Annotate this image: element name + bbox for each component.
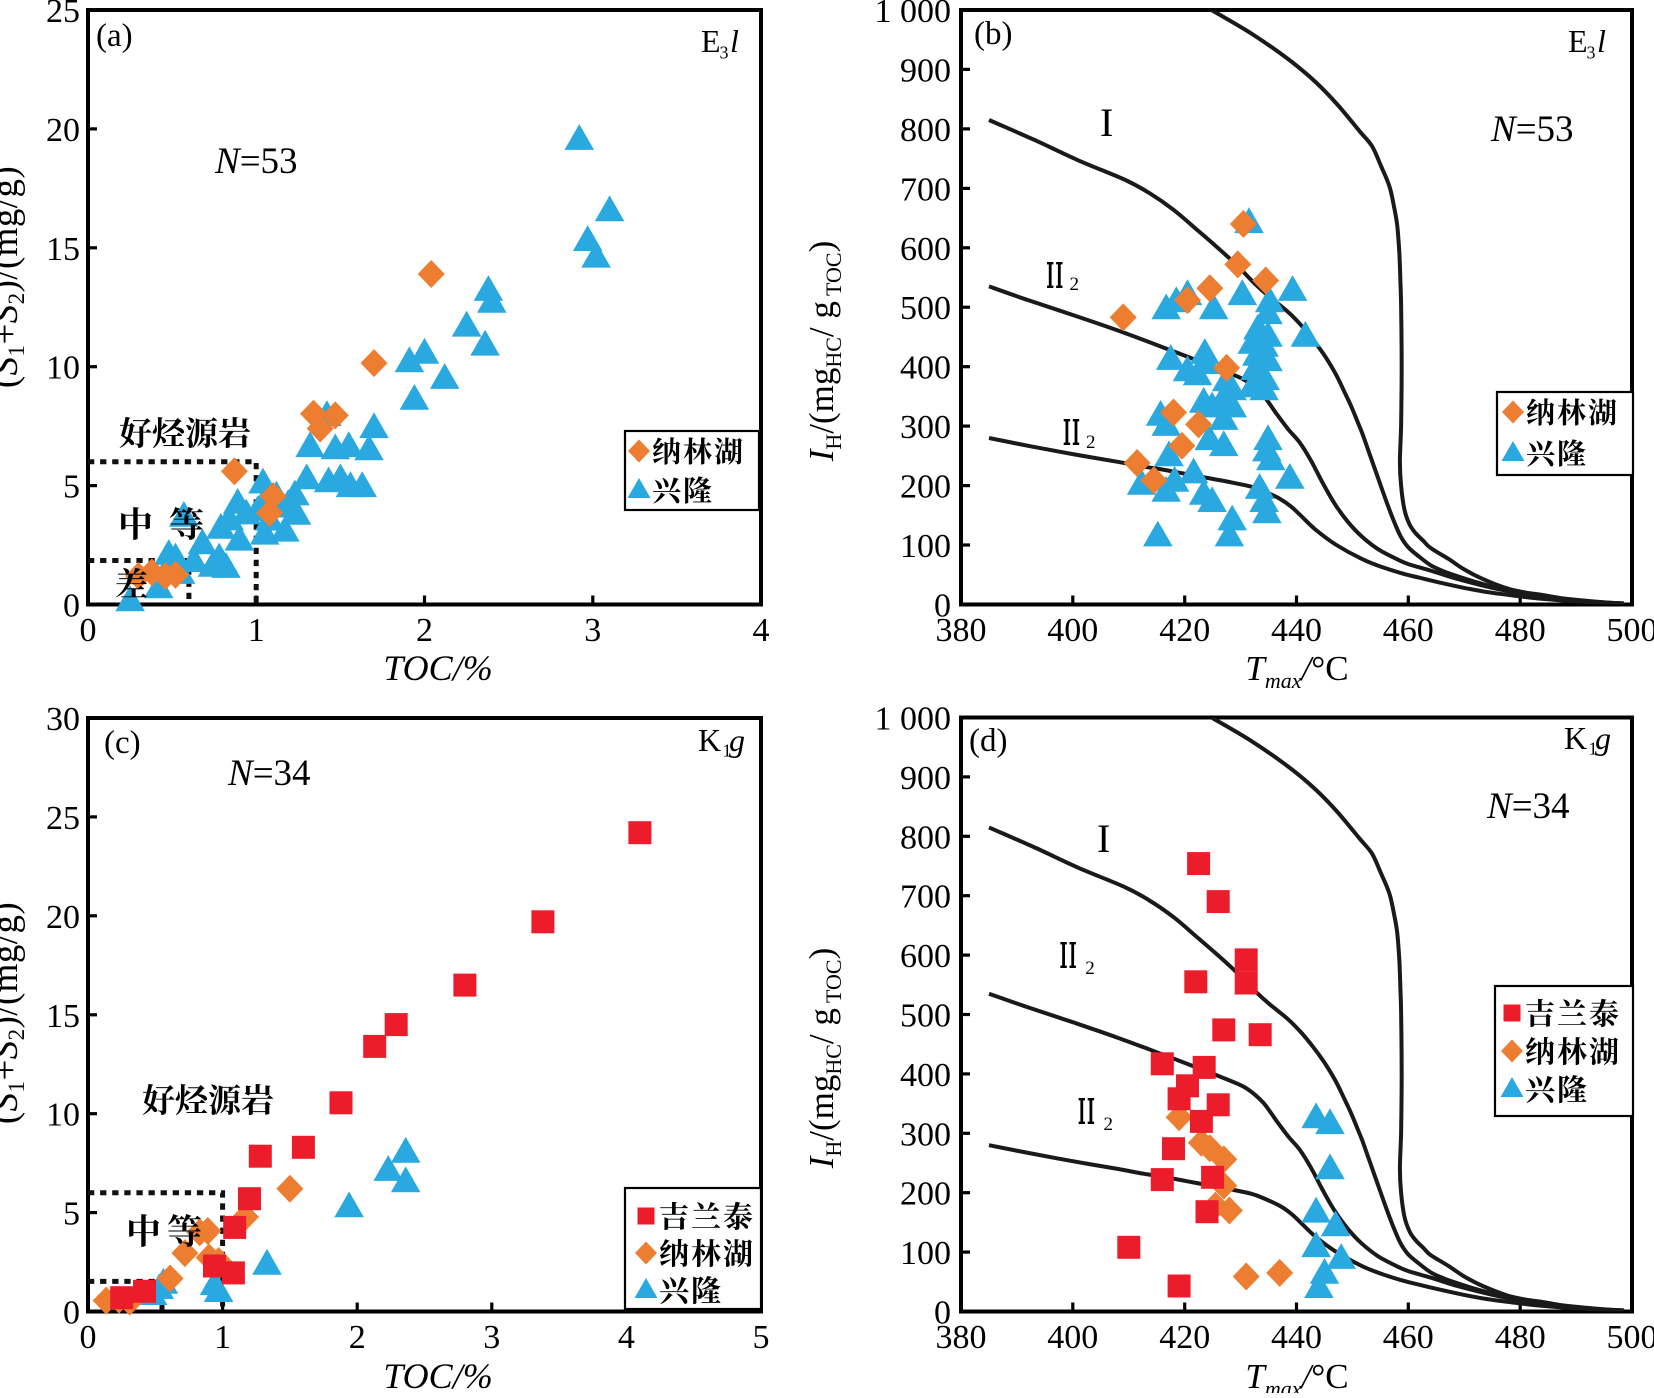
svg-text:TOC/%: TOC/% bbox=[383, 1356, 492, 1393]
svg-text:(b): (b) bbox=[974, 16, 1012, 52]
svg-text:600: 600 bbox=[900, 231, 951, 268]
svg-text:TOC/%: TOC/% bbox=[383, 648, 492, 688]
svg-text:1 000: 1 000 bbox=[875, 0, 952, 30]
svg-text:900: 900 bbox=[900, 52, 951, 89]
svg-text:15: 15 bbox=[46, 998, 80, 1035]
svg-text:g: g bbox=[729, 722, 745, 758]
svg-text:30: 30 bbox=[46, 701, 80, 738]
svg-text:4: 4 bbox=[618, 1319, 635, 1356]
svg-text:440: 440 bbox=[1271, 612, 1322, 649]
svg-text:600: 600 bbox=[900, 938, 951, 975]
svg-text:25: 25 bbox=[46, 800, 80, 837]
svg-text:400: 400 bbox=[900, 1057, 951, 1094]
svg-text:300: 300 bbox=[900, 409, 951, 446]
svg-text:500: 500 bbox=[900, 290, 951, 327]
svg-text:4: 4 bbox=[753, 612, 770, 649]
svg-text:10: 10 bbox=[46, 350, 80, 387]
svg-text:(c): (c) bbox=[104, 725, 141, 761]
svg-text:2: 2 bbox=[1104, 1114, 1114, 1135]
svg-text:400: 400 bbox=[1047, 612, 1098, 649]
svg-text:K: K bbox=[698, 722, 721, 758]
svg-text:l: l bbox=[730, 23, 739, 59]
svg-text:2: 2 bbox=[1070, 274, 1080, 295]
svg-text:0: 0 bbox=[934, 1295, 951, 1332]
svg-text:3: 3 bbox=[483, 1319, 500, 1356]
svg-text:480: 480 bbox=[1495, 1319, 1546, 1356]
svg-text:1: 1 bbox=[248, 612, 265, 649]
svg-text:5: 5 bbox=[63, 469, 80, 506]
svg-text:N=34: N=34 bbox=[1486, 786, 1570, 827]
svg-text:100: 100 bbox=[900, 528, 951, 565]
svg-text:N=53: N=53 bbox=[214, 141, 298, 182]
svg-text:(S1+S2)/(mg/g): (S1+S2)/(mg/g) bbox=[0, 166, 29, 388]
svg-text:(d): (d) bbox=[969, 723, 1007, 759]
svg-text:480: 480 bbox=[1495, 612, 1546, 649]
svg-text:2: 2 bbox=[1086, 432, 1096, 453]
svg-text:800: 800 bbox=[900, 819, 951, 856]
svg-text:g: g bbox=[1595, 720, 1611, 756]
svg-text:3: 3 bbox=[720, 43, 729, 63]
svg-text:700: 700 bbox=[900, 171, 951, 208]
svg-text:0: 0 bbox=[934, 588, 951, 625]
svg-text:900: 900 bbox=[900, 760, 951, 797]
svg-text:5: 5 bbox=[63, 1196, 80, 1233]
svg-text:0: 0 bbox=[63, 1295, 80, 1332]
svg-text:20: 20 bbox=[46, 112, 80, 149]
svg-text:400: 400 bbox=[1047, 1319, 1098, 1356]
svg-text:200: 200 bbox=[900, 1176, 951, 1213]
svg-text:2: 2 bbox=[416, 612, 433, 649]
svg-text:N=34: N=34 bbox=[227, 753, 311, 794]
svg-text:1 000: 1 000 bbox=[875, 701, 952, 738]
svg-text:1: 1 bbox=[214, 1319, 231, 1356]
svg-text:420: 420 bbox=[1159, 1319, 1210, 1356]
svg-text:300: 300 bbox=[900, 1116, 951, 1153]
svg-text:0: 0 bbox=[80, 612, 97, 649]
svg-text:100: 100 bbox=[900, 1235, 951, 1272]
svg-text:440: 440 bbox=[1271, 1319, 1322, 1356]
svg-text:5: 5 bbox=[753, 1319, 770, 1356]
svg-text:500: 500 bbox=[900, 998, 951, 1035]
svg-text:700: 700 bbox=[900, 879, 951, 916]
svg-text:15: 15 bbox=[46, 231, 80, 268]
svg-text:l: l bbox=[1597, 23, 1606, 59]
svg-text:(a): (a) bbox=[96, 18, 133, 54]
svg-text:3: 3 bbox=[1587, 43, 1596, 63]
svg-text:20: 20 bbox=[46, 899, 80, 936]
svg-text:800: 800 bbox=[900, 112, 951, 149]
svg-text:460: 460 bbox=[1383, 1319, 1434, 1356]
svg-text:N=53: N=53 bbox=[1490, 109, 1574, 150]
svg-text:500: 500 bbox=[1607, 1319, 1654, 1356]
svg-text:0: 0 bbox=[80, 1319, 97, 1356]
svg-text:0: 0 bbox=[63, 588, 80, 625]
svg-text:25: 25 bbox=[46, 0, 80, 30]
svg-text:(S1+S2)/(mg/g): (S1+S2)/(mg/g) bbox=[0, 902, 29, 1124]
svg-text:420: 420 bbox=[1159, 612, 1210, 649]
svg-text:2: 2 bbox=[349, 1319, 366, 1356]
svg-text:I: I bbox=[1097, 816, 1110, 861]
svg-text:I: I bbox=[1100, 100, 1113, 145]
svg-text:3: 3 bbox=[584, 612, 601, 649]
svg-text:400: 400 bbox=[900, 350, 951, 387]
svg-text:10: 10 bbox=[46, 1097, 80, 1134]
svg-text:460: 460 bbox=[1383, 612, 1434, 649]
svg-text:200: 200 bbox=[900, 469, 951, 506]
svg-text:2: 2 bbox=[1085, 958, 1095, 979]
svg-text:500: 500 bbox=[1607, 612, 1654, 649]
svg-text:E: E bbox=[1568, 23, 1588, 59]
svg-text:E: E bbox=[701, 23, 721, 59]
svg-text:K: K bbox=[1564, 720, 1587, 756]
